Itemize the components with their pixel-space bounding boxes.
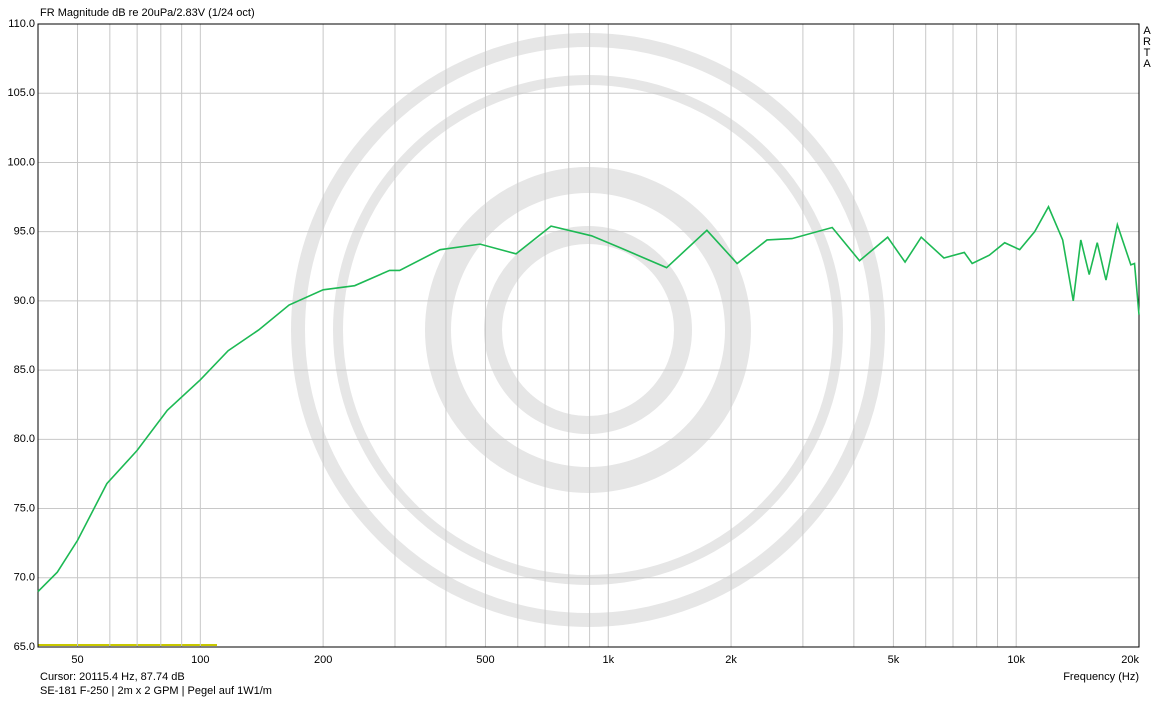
y-tick-label: 85.0 — [14, 364, 35, 376]
y-tick-label: 65.0 — [14, 641, 35, 653]
x-tick-label: 2k — [725, 654, 737, 666]
y-tick-label: 90.0 — [14, 295, 35, 307]
x-tick-label: 1k — [602, 654, 614, 666]
brand-letter: T — [1144, 47, 1151, 59]
x-tick-label: 200 — [314, 654, 332, 666]
x-tick-label: 5k — [888, 654, 900, 666]
brand-letter: A — [1143, 25, 1151, 37]
y-tick-label: 95.0 — [14, 226, 35, 238]
x-tick-label: 100 — [191, 654, 209, 666]
x-tick-label: 20k — [1121, 654, 1139, 666]
x-tick-label: 500 — [476, 654, 494, 666]
watermark — [291, 33, 885, 627]
measurement-note: SE-181 F-250 | 2m x 2 GPM | Pegel auf 1W… — [40, 685, 272, 697]
y-tick-label: 105.0 — [7, 87, 35, 99]
y-tick-label: 100.0 — [7, 156, 35, 168]
x-tick-label: 10k — [1007, 654, 1025, 666]
brand-letter: R — [1143, 36, 1151, 48]
brand-letter: A — [1143, 58, 1151, 70]
x-axis-label: Frequency (Hz) — [1063, 671, 1139, 683]
y-tick-label: 70.0 — [14, 572, 35, 584]
chart-title: FR Magnitude dB re 20uPa/2.83V (1/24 oct… — [40, 7, 255, 19]
x-tick-label: 50 — [71, 654, 83, 666]
response-line — [37, 204, 1140, 593]
cursor-readout: Cursor: 20115.4 Hz, 87.74 dB — [40, 671, 185, 683]
y-tick-label: 75.0 — [14, 502, 35, 514]
y-tick-label: 80.0 — [14, 433, 35, 445]
plot-frame — [37, 23, 1140, 648]
y-tick-label: 110.0 — [8, 18, 35, 30]
